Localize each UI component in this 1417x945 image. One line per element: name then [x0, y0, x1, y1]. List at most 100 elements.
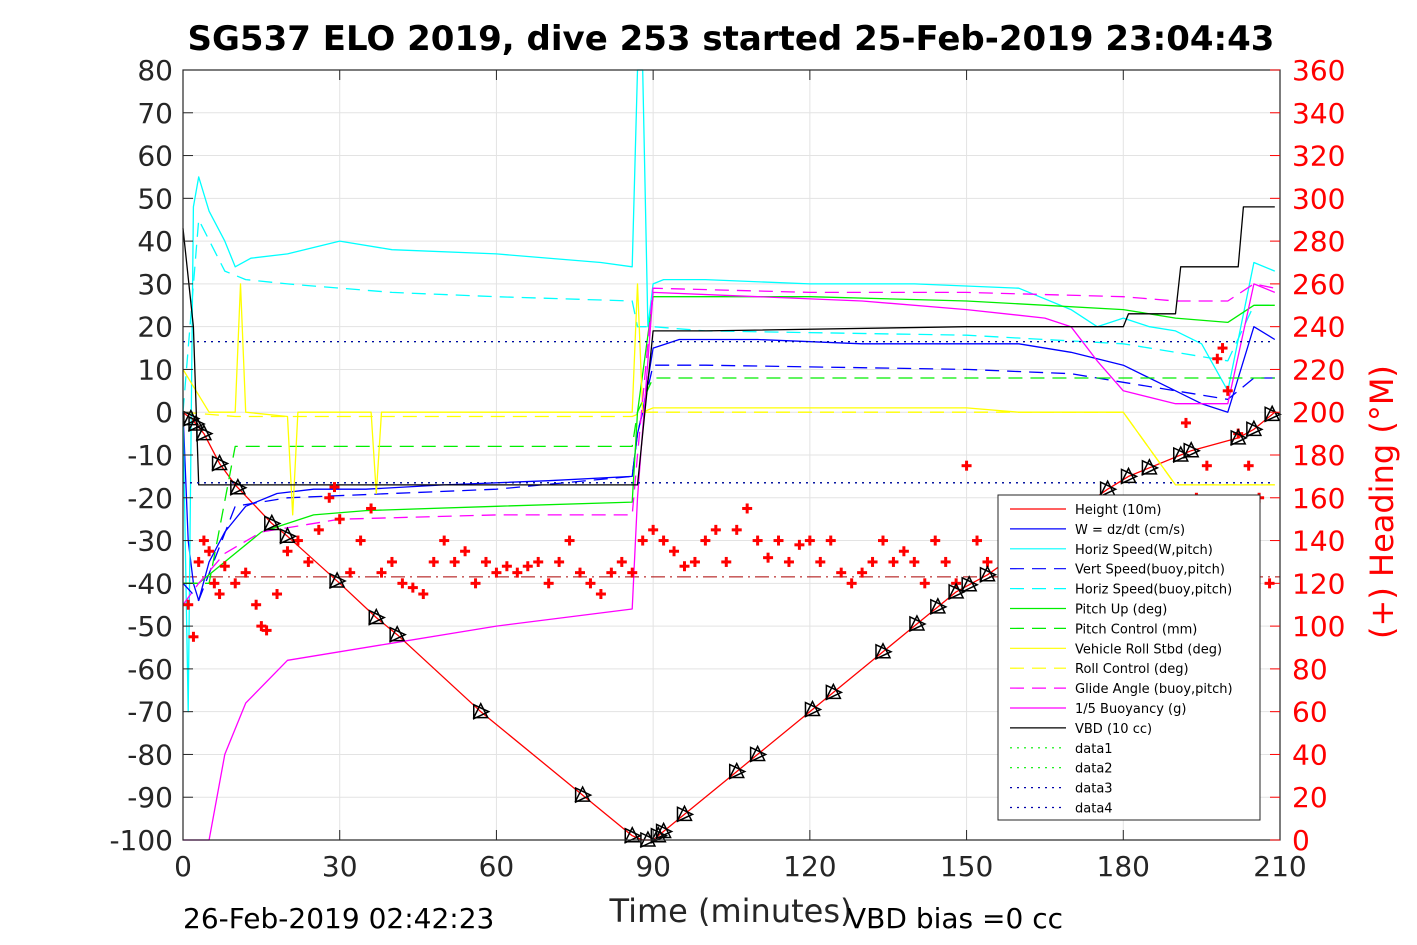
- heading-point: [815, 556, 826, 567]
- triangle-marker: [655, 821, 674, 840]
- y-tick-label: 60: [137, 140, 173, 173]
- triangle-marker: [1141, 458, 1160, 477]
- heading-point: [439, 535, 450, 546]
- legend-label: Glide Angle (buoy,pitch): [1075, 682, 1233, 697]
- triangle-marker: [947, 582, 966, 601]
- legend-label: W = dz/dt (cm/s): [1075, 523, 1185, 538]
- y-tick-label: 20: [137, 311, 173, 344]
- triangle-marker: [229, 478, 248, 496]
- legend-entry: Roll Control (deg): [1010, 662, 1189, 677]
- legend-entry: Pitch Up (deg): [1010, 603, 1167, 618]
- heading-point: [627, 567, 638, 578]
- triangle-marker: [328, 571, 347, 590]
- heading-point: [898, 546, 909, 557]
- x-tick-label: 90: [635, 850, 671, 883]
- heading-point: [418, 589, 429, 600]
- series-lines: [182, 69, 1276, 841]
- legend-label: Horiz Speed(buoy,pitch): [1075, 583, 1232, 598]
- legend-entry: VBD (10 cc): [1010, 722, 1152, 737]
- heading-point: [721, 556, 732, 567]
- heading-point: [324, 492, 335, 503]
- legend-label: data3: [1075, 782, 1113, 797]
- heading-point: [679, 561, 690, 572]
- x-tick-label: 150: [940, 850, 993, 883]
- heading-point: [470, 578, 481, 589]
- y2-tick-label: 260: [1292, 268, 1345, 301]
- x-tick-label: 60: [479, 850, 515, 883]
- heading-point: [251, 599, 262, 610]
- heading-point: [794, 539, 805, 550]
- heading-point: [230, 578, 241, 589]
- legend-label: 1/5 Buoyancy (g): [1075, 702, 1186, 717]
- legend-entry: Glide Angle (buoy,pitch): [1010, 682, 1233, 697]
- legend-entry: Height (10m): [1010, 503, 1161, 518]
- heading-markers: [183, 343, 1275, 642]
- heading-point: [742, 503, 753, 514]
- heading-point: [909, 556, 920, 567]
- legend-entry: data1: [1010, 742, 1113, 757]
- footer-timestamp: 26-Feb-2019 02:42:23: [183, 902, 494, 935]
- heading-point: [256, 621, 267, 632]
- heading-point: [334, 514, 345, 525]
- heading-point: [731, 524, 742, 535]
- heading-point: [292, 535, 303, 546]
- legend-entry: Vehicle Roll Stbd (deg): [1010, 642, 1222, 657]
- x-tick-label: 0: [174, 850, 192, 883]
- triangle-marker: [368, 607, 387, 626]
- y2-tick-label: 140: [1292, 525, 1345, 558]
- heading-point: [940, 556, 951, 567]
- heading-point: [397, 578, 408, 589]
- y2-tick-label: 160: [1292, 482, 1345, 515]
- triangle-marker: [929, 597, 948, 616]
- legend-label: Height (10m): [1075, 503, 1161, 518]
- y-tick-label: 10: [137, 353, 173, 386]
- triangle-marker: [1182, 441, 1201, 459]
- legend-entry: data3: [1010, 782, 1113, 797]
- heading-point: [669, 546, 680, 557]
- heading-point: [877, 535, 888, 546]
- legend-entry: Pitch Control (mm): [1010, 622, 1197, 637]
- triangle-marker: [749, 744, 768, 763]
- y2-tick-label: 200: [1292, 396, 1345, 429]
- triangle-marker: [574, 785, 593, 804]
- heading-point: [407, 582, 418, 593]
- heading-point: [919, 578, 930, 589]
- y2-tick-label: 280: [1292, 225, 1345, 258]
- legend-label: data4: [1075, 802, 1113, 817]
- y2-tick-label: 360: [1292, 54, 1345, 87]
- heading-point: [763, 552, 774, 563]
- heading-point: [1201, 460, 1212, 471]
- heading-point: [303, 556, 314, 567]
- heading-point: [1217, 343, 1228, 354]
- triangle-marker: [279, 526, 298, 545]
- y2-tick-label: 0: [1292, 824, 1310, 857]
- heading-point: [595, 589, 606, 600]
- heading-point: [198, 535, 209, 546]
- series-line-0: [182, 411, 1276, 841]
- y-tick-label: -20: [127, 482, 173, 515]
- heading-point: [480, 556, 491, 567]
- heading-point: [386, 556, 397, 567]
- heading-point: [867, 556, 878, 567]
- legend-label: Vert Speed(buoy,pitch): [1075, 563, 1225, 578]
- heading-point: [428, 556, 439, 567]
- y2-tick-label: 340: [1292, 97, 1345, 130]
- legend-entry: data4: [1010, 802, 1113, 817]
- chart-title: SG537 ELO 2019, dive 253 started 25-Feb-…: [188, 19, 1275, 59]
- legend-entry: Horiz Speed(buoy,pitch): [1010, 583, 1232, 598]
- legend-label: VBD (10 cc): [1075, 722, 1152, 737]
- heading-point: [209, 578, 220, 589]
- heading-point: [961, 460, 972, 471]
- heading-point: [282, 546, 293, 557]
- heading-point: [204, 546, 215, 557]
- y2-tick-label: 180: [1292, 439, 1345, 472]
- x-axis-label: Time (minutes): [609, 892, 853, 930]
- heading-point: [585, 578, 596, 589]
- triangle-marker: [472, 701, 491, 720]
- y2-tick-label: 300: [1292, 182, 1345, 215]
- y2-tick-label: 20: [1292, 781, 1328, 814]
- heading-point: [554, 556, 565, 567]
- y-tick-label: -10: [127, 439, 173, 472]
- triangle-marker: [960, 575, 979, 593]
